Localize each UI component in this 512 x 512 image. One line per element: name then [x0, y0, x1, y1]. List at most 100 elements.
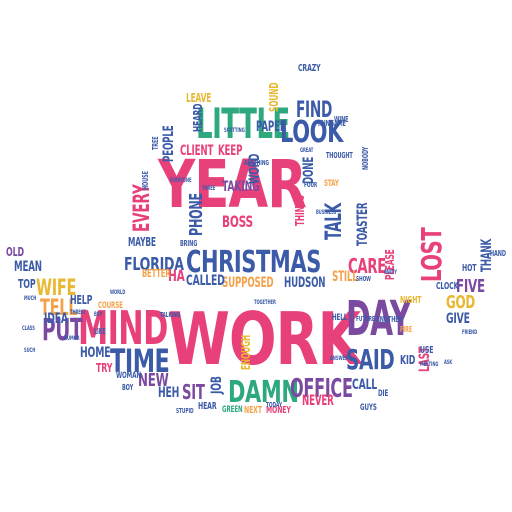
word-still: STILL [332, 269, 358, 285]
word-answer: ANSWER [330, 355, 348, 362]
word-night: NIGHT [400, 295, 422, 306]
word-give: GIVE [446, 311, 470, 327]
word-keep: KEEP [218, 143, 243, 159]
word-better: BETTER [142, 267, 171, 280]
word-ask: ASK [444, 359, 453, 366]
word-crazy: CRAZY [298, 63, 321, 74]
word-supposed: SUPPOSED [222, 275, 274, 291]
word-nobody: NOBODY [361, 146, 370, 170]
word-day: DAY [346, 291, 411, 347]
word-boy: BOY [122, 383, 134, 392]
word-die: DIE [378, 389, 389, 399]
word-every: EVERY [130, 184, 155, 232]
word-office: OFFICE [290, 374, 353, 404]
word-year: YEAR [158, 146, 307, 223]
word-maybe: MAYBE [128, 235, 156, 249]
word-buy: BUY [94, 311, 103, 318]
word-future: FUTURE [356, 315, 375, 323]
word-new: NEW [138, 370, 169, 391]
word-job: JOB [209, 376, 225, 394]
word-client: CLIENT [180, 143, 214, 159]
word-care: CARE [348, 254, 387, 278]
word-christmas: CHRISTMAS [186, 245, 321, 280]
word-anything: ANYTHING [244, 159, 269, 167]
word-hear: HEAR [198, 401, 217, 412]
word-world: WORLD [110, 289, 126, 296]
word-threat: THREAT [70, 309, 86, 316]
word-humor: HUMOR [64, 335, 80, 342]
word-hand: HAND [490, 249, 506, 258]
word-such: SUCH [24, 347, 36, 354]
word-business: BUSINESS [316, 209, 337, 216]
word-much: MUCH [24, 295, 37, 302]
word-taking: TAKING [222, 179, 260, 195]
word-thought: THOUGHT [326, 151, 353, 160]
word-find: FIND [296, 98, 333, 123]
word-course: COURSE [98, 301, 123, 311]
word-guys: GUYS [360, 403, 377, 413]
word-bring: BRING [180, 239, 198, 248]
word-stupid: STUPID [176, 407, 194, 415]
word-idea: IDEA [44, 311, 68, 327]
word-heard: HEARD [191, 103, 205, 132]
word-money: MONEY [266, 405, 291, 416]
word-things: THINGS [293, 195, 307, 226]
word-talking: TALKING [160, 311, 181, 319]
word-people: PEOPLE [161, 125, 177, 162]
word-done: DONE [301, 156, 317, 184]
word-look: LOOK [280, 115, 343, 150]
word-tell: TELL [40, 296, 78, 321]
word-wife: WIFE [36, 276, 77, 301]
word-show: SHOW [356, 275, 371, 283]
word-enough: ENOUGH [239, 334, 253, 370]
word-meeting: MEETING [420, 361, 439, 368]
word-little: LITTLE [196, 99, 290, 148]
word-put: PUT [42, 313, 83, 348]
word-hudson: HUDSON [284, 275, 326, 291]
word-florida: FLORIDA [124, 254, 184, 275]
word-stay: STAY [324, 179, 339, 189]
word-try: TRY [96, 361, 113, 375]
word-friend: FRIEND [462, 329, 478, 336]
word-never: NEVER [302, 393, 334, 409]
word-everyone: EVERYONE [170, 177, 192, 184]
word-like: LIKE [94, 327, 106, 336]
word-class: CLASS [22, 325, 35, 332]
word-ha: HA [168, 266, 185, 285]
word-phone: PHONE [186, 193, 207, 236]
word-time: TIME [110, 342, 170, 380]
word-kid: KID [400, 353, 416, 367]
word-paper: PAPER [256, 119, 287, 135]
word-great: GREAT [300, 147, 314, 154]
word-wine: WINE [334, 115, 349, 124]
word-together: TOGETHER [254, 299, 276, 306]
word-god: GOD [446, 292, 476, 313]
word-leave: LEAVE [186, 91, 212, 105]
word-run: RUN [318, 119, 330, 128]
word-work: WORK [168, 297, 361, 381]
word-scotting: SCOTTING [224, 127, 245, 134]
word-green: GREEN [222, 405, 243, 415]
word-home: HOME [80, 345, 111, 361]
word-next: NEXT [244, 405, 262, 416]
word-five: FIVE [456, 276, 485, 297]
word-damn: DAMN [228, 375, 299, 410]
word-hell: HELL [332, 313, 348, 323]
word-help: HELP [70, 293, 93, 307]
word-tree: TREE [151, 136, 160, 150]
word-sit: SIT [182, 380, 205, 404]
word-heh: HEH [158, 385, 180, 401]
word-four: FOUR [304, 181, 318, 189]
word-party: PARTY [384, 269, 397, 276]
word-another: ANOTHER [376, 315, 403, 324]
word-hot: HOT [462, 263, 477, 274]
word-house: HOUSE [141, 171, 150, 190]
word-said: SAID [346, 343, 395, 376]
word-woman: WOMAN [116, 371, 141, 381]
word-old: OLD [6, 245, 24, 259]
word-clock: CLOCK [436, 281, 459, 292]
word-call: CALL [352, 377, 377, 393]
word-toaster: TOASTER [355, 202, 371, 246]
word-boss: BOSS [222, 212, 253, 231]
